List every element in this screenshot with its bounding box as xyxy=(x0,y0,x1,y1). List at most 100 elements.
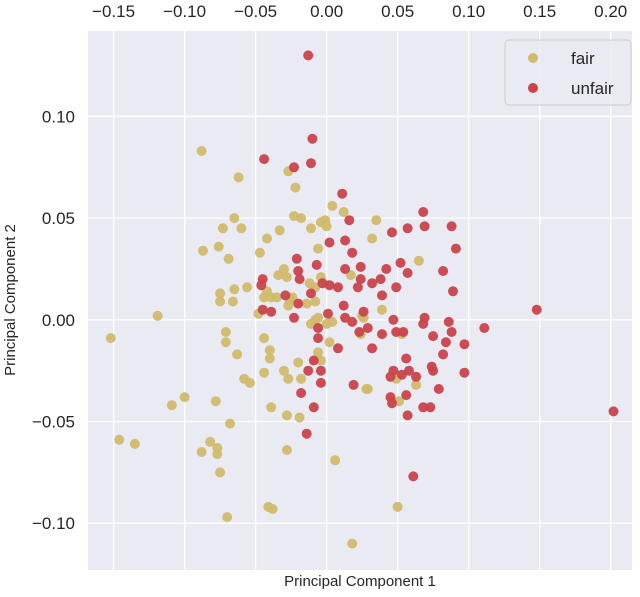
point-unfair xyxy=(375,274,386,285)
point-fair xyxy=(262,233,272,244)
plot-area xyxy=(88,31,632,570)
point-unfair xyxy=(301,428,312,439)
point-unfair xyxy=(307,133,318,144)
point-fair xyxy=(267,504,278,514)
point-unfair xyxy=(289,162,299,173)
point-unfair xyxy=(257,304,268,315)
point-fair xyxy=(367,233,378,244)
point-fair xyxy=(105,333,116,344)
x-tick-labels: −0.15 −0.10 −0.05 0.00 0.05 0.10 0.15 0.20 xyxy=(92,2,627,21)
point-unfair xyxy=(425,402,436,413)
point-unfair xyxy=(293,266,304,276)
point-fair xyxy=(215,296,226,307)
point-unfair xyxy=(347,247,358,258)
point-unfair xyxy=(289,312,299,323)
point-fair xyxy=(271,292,282,303)
point-fair xyxy=(223,253,234,264)
y-tick-label: 0.00 xyxy=(42,311,75,330)
point-unfair xyxy=(344,215,355,226)
point-unfair xyxy=(479,323,490,333)
point-fair xyxy=(294,412,305,423)
point-unfair xyxy=(333,343,343,354)
point-unfair xyxy=(266,306,277,317)
x-tick-label: 0.10 xyxy=(452,2,485,21)
point-unfair xyxy=(338,300,349,311)
point-fair xyxy=(264,353,275,364)
point-unfair xyxy=(446,327,457,337)
point-unfair xyxy=(418,207,429,217)
point-fair xyxy=(313,243,324,254)
point-unfair xyxy=(313,333,324,344)
point-unfair xyxy=(313,323,324,333)
point-unfair xyxy=(311,259,322,270)
point-fair xyxy=(371,215,382,226)
legend-label-fair: fair xyxy=(571,49,595,68)
point-fair xyxy=(210,396,221,407)
legend: fair unfair xyxy=(504,39,632,106)
point-unfair xyxy=(395,257,406,268)
point-fair xyxy=(279,365,289,376)
legend-label-unfair: unfair xyxy=(571,79,614,98)
point-unfair xyxy=(367,343,378,354)
point-unfair xyxy=(352,282,363,293)
legend-marker-fair xyxy=(528,53,538,63)
point-fair xyxy=(259,333,270,344)
point-fair xyxy=(264,345,275,356)
point-fair xyxy=(242,282,253,293)
point-unfair xyxy=(440,337,451,348)
point-fair xyxy=(266,402,277,413)
point-unfair xyxy=(418,318,429,329)
point-fair xyxy=(281,272,292,283)
point-fair xyxy=(166,400,177,411)
point-unfair xyxy=(438,349,449,360)
point-unfair xyxy=(608,406,619,417)
point-unfair xyxy=(323,308,333,319)
point-fair xyxy=(233,172,244,183)
point-unfair xyxy=(418,402,429,413)
point-unfair xyxy=(362,323,373,333)
point-fair xyxy=(259,292,270,303)
point-unfair xyxy=(293,298,304,309)
point-unfair xyxy=(433,384,444,394)
point-fair xyxy=(362,384,373,394)
point-unfair xyxy=(333,282,343,293)
point-fair xyxy=(321,221,332,232)
point-fair xyxy=(327,200,338,211)
point-fair xyxy=(338,207,349,217)
y-tick-label: −0.05 xyxy=(32,413,75,432)
point-fair xyxy=(129,438,140,449)
point-fair xyxy=(283,373,294,384)
point-unfair xyxy=(459,339,470,350)
point-fair xyxy=(254,247,265,258)
point-unfair xyxy=(402,410,413,421)
grid-lines xyxy=(88,31,632,570)
point-fair xyxy=(411,379,422,390)
y-tick-labels: 0.10 0.05 0.00 −0.05 −0.10 xyxy=(32,107,75,533)
point-fair xyxy=(274,225,285,236)
point-unfair xyxy=(404,365,414,376)
point-fair xyxy=(222,512,233,523)
x-tick-label: 0.20 xyxy=(594,2,627,21)
point-fair xyxy=(215,467,226,478)
point-unfair xyxy=(408,471,419,482)
point-fair xyxy=(152,310,163,321)
point-unfair xyxy=(388,314,399,325)
point-fair xyxy=(259,367,270,378)
point-unfair xyxy=(438,266,449,276)
point-fair xyxy=(196,146,207,156)
point-unfair xyxy=(411,371,422,382)
x-axis-label: Principal Component 1 xyxy=(284,573,436,590)
point-fair xyxy=(324,337,335,348)
point-unfair xyxy=(306,158,316,169)
point-fair xyxy=(220,327,231,337)
point-fair xyxy=(296,373,307,384)
point-fair xyxy=(327,316,338,327)
point-unfair xyxy=(377,290,387,301)
point-unfair xyxy=(367,278,378,289)
point-fair xyxy=(283,300,294,311)
point-unfair xyxy=(358,306,369,317)
point-unfair xyxy=(459,367,470,378)
point-fair xyxy=(347,538,358,549)
point-unfair xyxy=(315,365,326,376)
